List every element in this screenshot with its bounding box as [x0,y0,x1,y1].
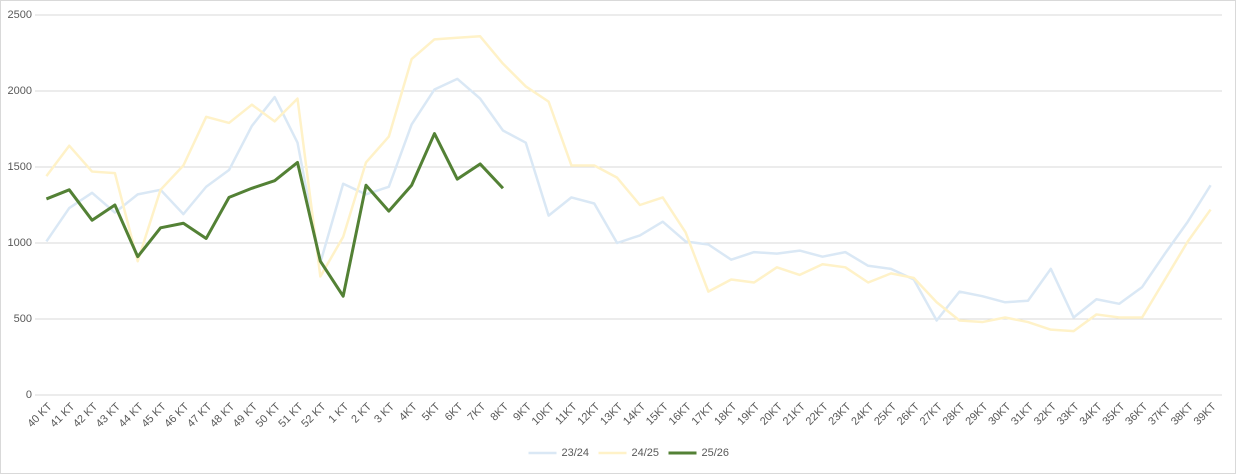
legend-label: 23/24 [562,447,590,459]
legend-label: 24/25 [632,447,660,459]
series-line [45,77,1212,322]
y-tick-label: 2000 [8,85,32,97]
y-tick-label: 1000 [8,237,32,249]
series-line [45,35,1212,333]
series-line [45,132,505,298]
y-tick-label: 2500 [8,9,32,21]
legend-label: 25/26 [702,447,730,459]
y-tick-label: 1500 [8,161,32,173]
y-tick-label: 0 [26,389,32,401]
y-tick-label: 500 [14,313,32,325]
